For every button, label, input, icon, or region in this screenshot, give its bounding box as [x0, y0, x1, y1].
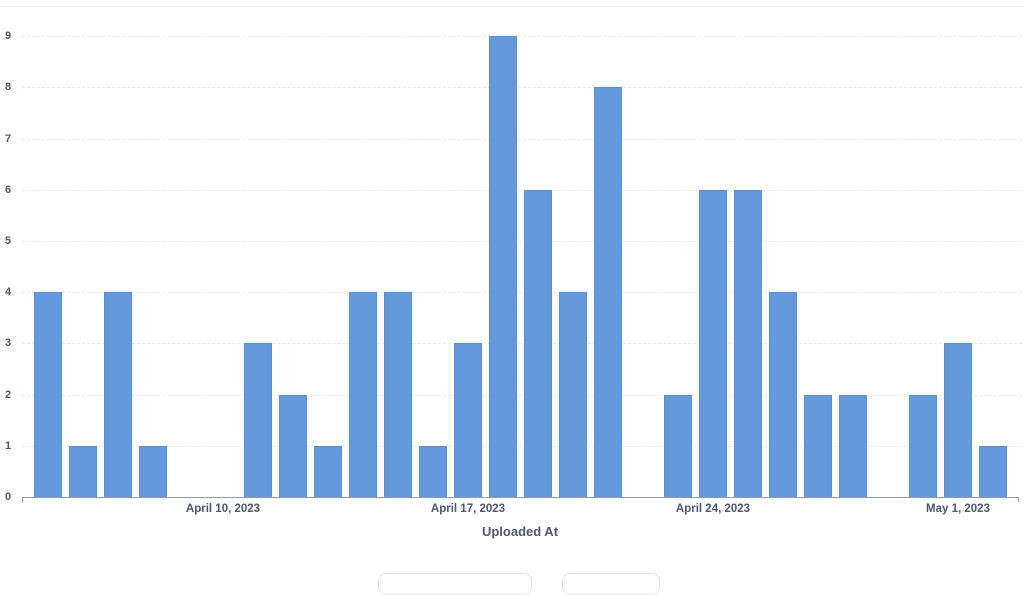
footer-button-right[interactable] [562, 573, 660, 595]
top-divider [0, 6, 1024, 7]
x-axis-tick-left [22, 497, 23, 502]
x-axis-line [22, 497, 1019, 498]
y-tick-label: 1 [4, 439, 12, 452]
x-axis-title: Uploaded At [481, 524, 559, 539]
bar[interactable] [524, 189, 552, 497]
bar[interactable] [664, 394, 692, 497]
gridline [22, 445, 1022, 447]
y-tick-label: 2 [4, 388, 12, 401]
bar[interactable] [559, 292, 587, 497]
gridline [22, 87, 1022, 89]
bar[interactable] [769, 292, 797, 497]
gridline [22, 343, 1022, 345]
bar[interactable] [244, 343, 272, 497]
bar[interactable] [69, 445, 97, 497]
y-tick-label: 0 [4, 491, 12, 503]
y-tick-label: 8 [4, 81, 12, 94]
gridline [22, 138, 1022, 140]
bar[interactable] [139, 445, 167, 497]
y-tick-label: 6 [4, 183, 12, 196]
bar[interactable] [314, 445, 342, 497]
footer-button-left[interactable] [378, 573, 532, 595]
y-tick-label: 4 [4, 286, 12, 299]
gridline [22, 36, 1022, 38]
x-tick-label: April 24, 2023 [675, 503, 751, 515]
bar[interactable] [979, 445, 1007, 497]
bar[interactable] [839, 394, 867, 497]
bar[interactable] [734, 189, 762, 497]
y-tick-label: 3 [4, 337, 12, 350]
gridline [22, 394, 1022, 396]
bar[interactable] [279, 394, 307, 497]
bar[interactable] [594, 87, 622, 497]
bar[interactable] [944, 343, 972, 497]
x-tick-label: May 1, 2023 [926, 503, 990, 515]
x-tick-label: April 10, 2023 [185, 503, 261, 515]
bar[interactable] [349, 292, 377, 497]
bar[interactable] [104, 292, 132, 497]
x-tick-label: April 17, 2023 [430, 503, 506, 515]
bar[interactable] [384, 292, 412, 497]
gridline [22, 241, 1022, 242]
bar[interactable] [804, 394, 832, 497]
y-tick-label: 5 [4, 235, 12, 247]
x-axis-tick-right [1018, 497, 1019, 502]
bar-chart: 0 1 2 3 4 5 6 7 8 9 April 10, 2023 April 17, 2023… [4, 30, 1022, 539]
y-tick-label: 9 [4, 30, 12, 43]
bar[interactable] [34, 292, 62, 497]
bar[interactable] [909, 394, 937, 497]
y-tick-label: 7 [4, 132, 12, 145]
bar[interactable] [454, 343, 482, 497]
bar[interactable] [419, 445, 447, 497]
gridline [22, 189, 1022, 191]
bar[interactable] [489, 36, 517, 497]
gridline [22, 292, 1022, 294]
bar[interactable] [699, 189, 727, 497]
